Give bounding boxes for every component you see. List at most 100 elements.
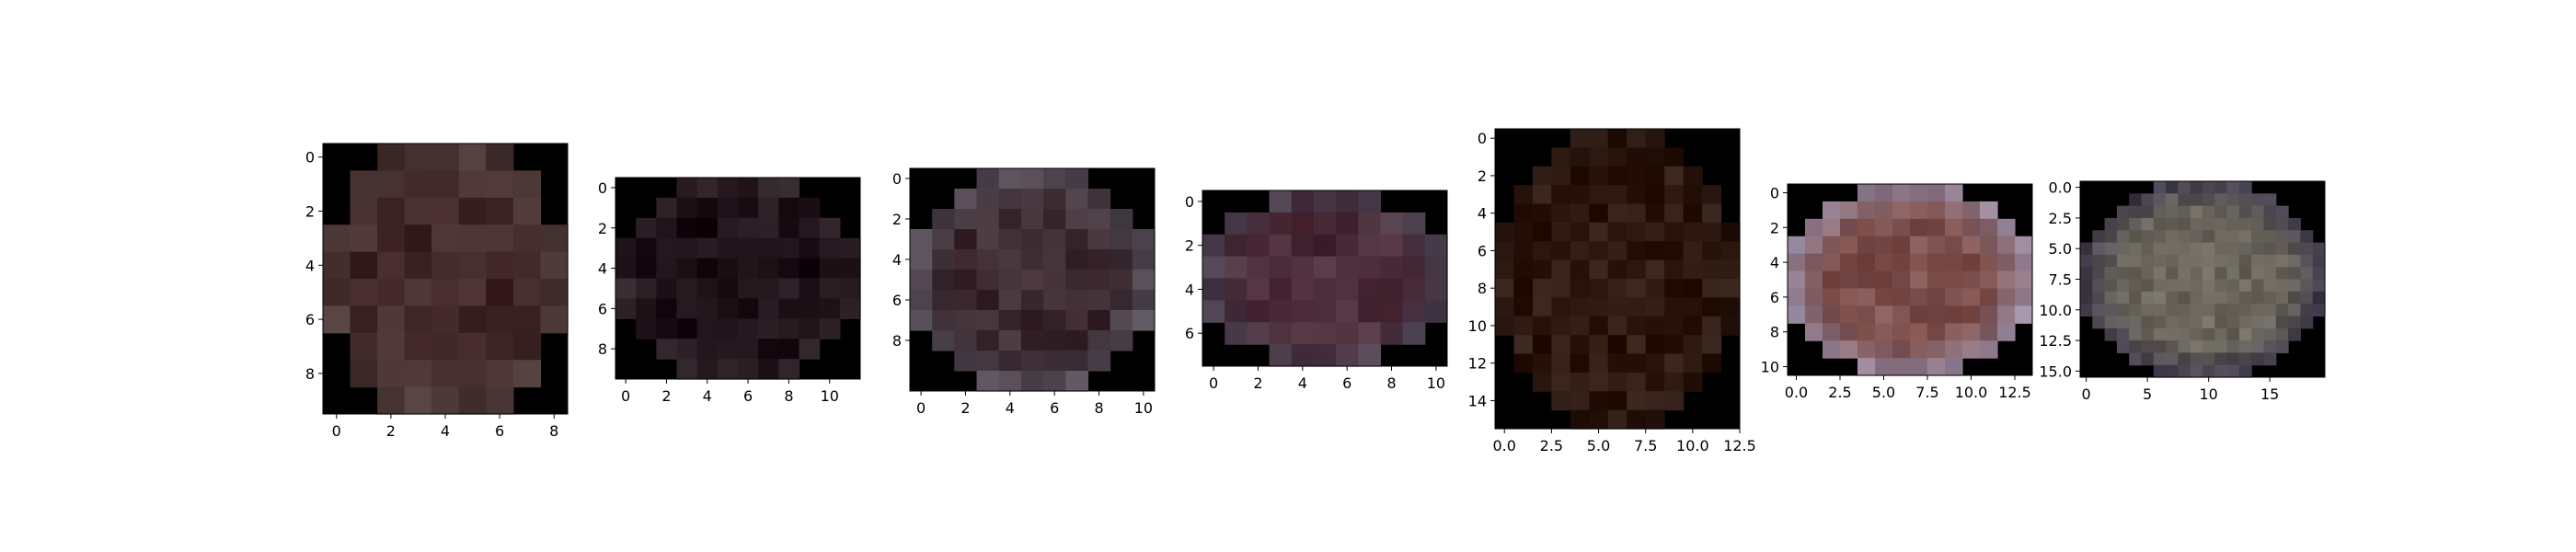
heatmap-cell [2154, 230, 2167, 243]
heatmap-cell [999, 371, 1022, 392]
heatmap-cell [1608, 147, 1627, 167]
heatmap-cell [1533, 167, 1552, 186]
heatmap-cell [2227, 352, 2240, 365]
heatmap-cell [377, 279, 405, 306]
heatmap-cell [1684, 316, 1703, 336]
heatmap-cell [1910, 271, 1928, 290]
heatmap-cell [1570, 410, 1590, 430]
x-tick-label: 0 [332, 422, 341, 440]
heatmap-cell [1110, 270, 1133, 291]
heatmap-cell [2105, 304, 2118, 316]
heatmap-cell [2191, 206, 2203, 219]
heatmap-cell [1980, 288, 1998, 306]
heatmap-cell [1314, 300, 1337, 322]
heatmap-cell [1805, 236, 1823, 255]
heatmap-cell [1358, 279, 1381, 301]
heatmap-cell [2214, 292, 2227, 305]
heatmap-cell [2191, 340, 2203, 353]
heatmap-cell [999, 351, 1022, 372]
heatmap-cell [2202, 206, 2215, 219]
heatmap-cell [1270, 213, 1293, 235]
heatmap-cell [1021, 371, 1044, 392]
heatmap-cell [2129, 193, 2142, 206]
heatmap-cell [840, 298, 861, 319]
heatmap-cell [1589, 335, 1608, 354]
heatmap-cell [1702, 260, 1721, 280]
x-tick-label: 7.5 [1634, 437, 1657, 454]
heatmap-cell [459, 224, 487, 252]
heatmap-cell [799, 218, 821, 238]
heatmap-cell [513, 305, 541, 333]
y-tick-label: 4 [1770, 254, 1779, 271]
heatmap-cell [351, 198, 378, 225]
heatmap-cell [1875, 305, 1893, 324]
heatmap-cell [910, 270, 933, 291]
heatmap-cell [1533, 223, 1552, 242]
heatmap-cell [758, 298, 779, 319]
heatmap-cell [1336, 235, 1359, 257]
heatmap-cell [1664, 147, 1684, 167]
heatmap-cell [2191, 267, 2203, 280]
heatmap-cell [1945, 271, 1963, 290]
heatmap-cell [2239, 365, 2252, 378]
heatmap-cell [1980, 305, 1998, 324]
y-tick-label: 0 [892, 170, 902, 188]
heatmap-cell [1805, 219, 1823, 237]
heatmap-cell [2214, 352, 2227, 365]
x-tick-label: 4 [703, 387, 712, 405]
y-tick-label: 4 [1185, 281, 1194, 298]
heatmap-cell [2142, 304, 2155, 316]
y-tick-label: 2.5 [2049, 210, 2072, 227]
heatmap-cell [377, 387, 405, 415]
heatmap-cell [431, 224, 459, 252]
heatmap-cell [656, 198, 677, 219]
heatmap-cell [323, 279, 351, 306]
heatmap-cell [977, 290, 1000, 311]
heatmap-cell [636, 259, 657, 280]
heatmap-cell [2092, 304, 2105, 316]
heatmap-cell [1589, 410, 1608, 430]
y-tick-label: 8 [598, 340, 607, 358]
heatmap-cell [2080, 304, 2093, 316]
heatmap-cell [405, 305, 432, 333]
heatmap-cell [1065, 249, 1088, 270]
heatmap-cell [459, 198, 487, 225]
heatmap-cell [1840, 254, 1858, 272]
heatmap-cell [2264, 340, 2277, 353]
heatmap-cell [1495, 279, 1514, 298]
heatmap-cell [2166, 255, 2179, 268]
heatmap-cell [1589, 279, 1608, 298]
heatmap-cell [2227, 328, 2240, 341]
heatmap-cell [1608, 241, 1627, 260]
y-tick-label: 0 [598, 179, 607, 197]
heatmap-cell [1892, 254, 1911, 272]
heatmap-cell [2129, 230, 2142, 243]
heatmap-cell [1980, 219, 1998, 237]
heatmap-cell [840, 259, 861, 280]
heatmap-cell [2202, 193, 2215, 206]
heatmap-cell [2202, 230, 2215, 243]
heatmap-cell [1997, 305, 2016, 324]
heatmap-cell [2202, 267, 2215, 280]
heatmap-cell [697, 238, 719, 259]
heatmap-cell [1358, 213, 1381, 235]
heatmap-cell [1358, 257, 1381, 279]
heatmap-cell [1608, 335, 1627, 354]
heatmap-cell [2202, 181, 2215, 194]
heatmap-cell [2105, 316, 2118, 328]
heatmap-cell [758, 259, 779, 280]
heatmap-cell [2191, 218, 2203, 231]
heatmap-cell [1570, 335, 1590, 354]
heatmap-cell [2276, 243, 2289, 256]
heatmap-cell [1823, 254, 1841, 272]
heatmap-cell [1945, 288, 1963, 306]
x-tick-label: 10.0 [1955, 384, 1988, 401]
heatmap-cell [954, 310, 977, 331]
heatmap-cell [2251, 230, 2264, 243]
heatmap-cell [486, 360, 513, 387]
heatmap-cell [1664, 316, 1684, 336]
heatmap-cell [2154, 243, 2167, 256]
heatmap-cell [2129, 304, 2142, 316]
heatmap-cell [1608, 223, 1627, 242]
heatmap-cell [405, 170, 432, 198]
